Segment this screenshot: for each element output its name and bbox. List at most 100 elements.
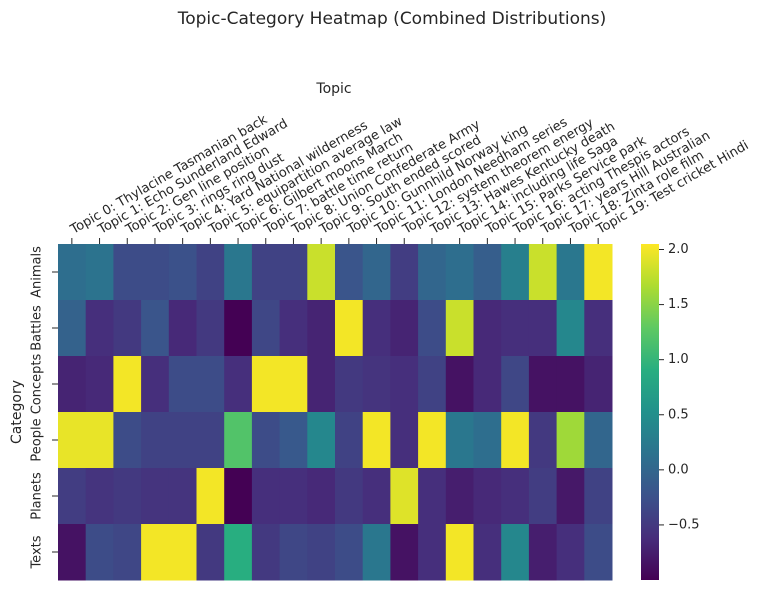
cell	[445, 412, 474, 469]
cell	[556, 244, 585, 301]
colorbar-tick-label: 0.5	[668, 407, 689, 422]
cell	[279, 468, 308, 525]
y-tick-label: Battles	[30, 305, 45, 351]
cell	[279, 244, 308, 301]
cell	[473, 524, 502, 581]
cell	[224, 244, 253, 301]
cell	[279, 412, 308, 469]
cell	[362, 524, 391, 581]
cell	[556, 524, 585, 581]
cell	[584, 244, 613, 301]
cell	[307, 300, 336, 357]
cell	[196, 244, 225, 301]
cell	[279, 356, 308, 413]
colorbar-tick-label: −0.5	[668, 517, 700, 532]
cell	[224, 524, 253, 581]
cell	[501, 244, 530, 301]
cell	[528, 468, 558, 525]
cell	[556, 356, 585, 413]
cell	[141, 244, 170, 301]
chart-title: Topic-Category Heatmap (Combined Distrib…	[177, 9, 607, 29]
colorbar-tick-label: 2.0	[668, 242, 689, 257]
cell	[584, 524, 613, 581]
cell	[58, 412, 87, 469]
cell	[335, 300, 364, 357]
cell	[390, 412, 419, 469]
cell	[307, 524, 336, 581]
cell	[473, 468, 502, 525]
cell	[390, 300, 419, 357]
cell	[501, 412, 530, 469]
cell	[445, 524, 474, 581]
cell	[251, 300, 281, 357]
cell	[418, 468, 447, 525]
cell	[58, 468, 87, 525]
cell	[362, 300, 391, 357]
cell	[58, 300, 87, 357]
cell	[196, 468, 225, 525]
cell	[85, 412, 114, 469]
cell	[362, 468, 391, 525]
cell	[528, 244, 558, 301]
cell	[390, 468, 419, 525]
cell	[418, 356, 447, 413]
cell	[445, 468, 474, 525]
cell	[168, 412, 197, 469]
cell	[501, 524, 530, 581]
cell	[85, 244, 114, 301]
cell	[251, 524, 281, 581]
colorbar-tick-label: 1.5	[668, 297, 689, 312]
y-tick-label: Planets	[30, 472, 45, 520]
cell	[141, 356, 170, 413]
cell	[113, 244, 142, 301]
cell	[85, 524, 114, 581]
colorbar-tick-label: 1.0	[668, 352, 689, 367]
cell	[85, 300, 114, 357]
cell	[528, 356, 558, 413]
cell	[528, 300, 558, 357]
cell	[307, 412, 336, 469]
cell	[307, 244, 336, 301]
cell	[556, 412, 585, 469]
cell	[362, 244, 391, 301]
cell	[501, 300, 530, 357]
cell	[224, 412, 253, 469]
cell	[251, 468, 281, 525]
cell	[279, 300, 308, 357]
cell	[335, 524, 364, 581]
cell	[168, 300, 197, 357]
cell	[141, 468, 170, 525]
cell	[113, 412, 142, 469]
colorbar	[641, 244, 659, 580]
cell	[362, 356, 391, 413]
cell	[307, 468, 336, 525]
cell	[113, 300, 142, 357]
cell	[501, 356, 530, 413]
cell	[445, 356, 474, 413]
cell	[418, 524, 447, 581]
cell	[251, 412, 281, 469]
cell	[528, 412, 558, 469]
x-axis-label: Topic	[315, 81, 351, 97]
y-tick-label: People	[30, 418, 45, 461]
cell	[58, 356, 87, 413]
cell	[224, 356, 253, 413]
cell	[141, 412, 170, 469]
cell	[279, 524, 308, 581]
cell	[445, 244, 474, 301]
cell	[445, 300, 474, 357]
cell	[224, 300, 253, 357]
cell	[335, 468, 364, 525]
cell	[58, 244, 87, 301]
cell	[168, 356, 197, 413]
cell	[473, 356, 502, 413]
y-tick-label: Concepts	[30, 354, 45, 415]
cell	[362, 412, 391, 469]
cell	[556, 300, 585, 357]
cell	[390, 244, 419, 301]
y-axis-label: Category	[9, 380, 25, 444]
cell	[141, 300, 170, 357]
cell	[113, 524, 142, 581]
cell	[528, 524, 558, 581]
